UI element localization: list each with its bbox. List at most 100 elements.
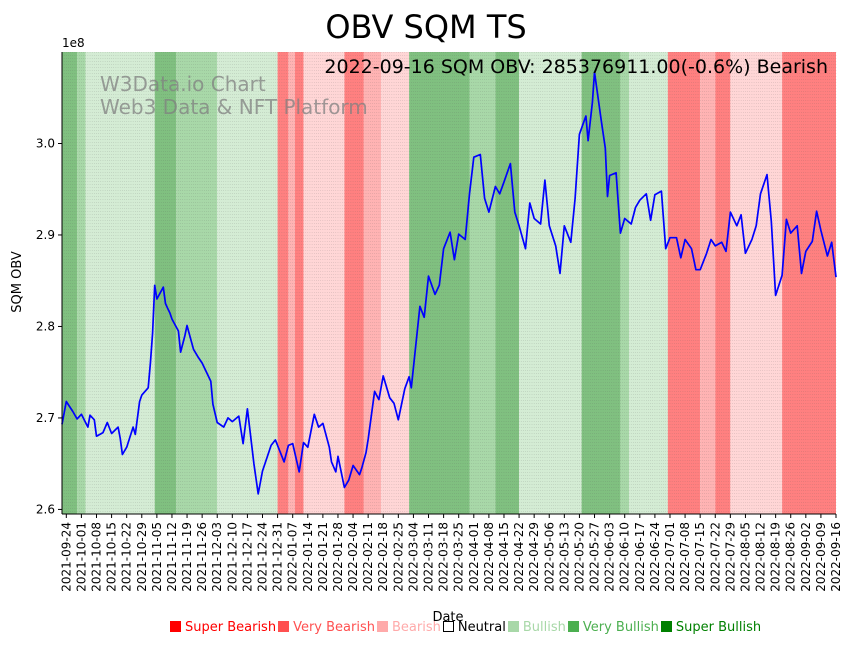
x-tick-label: 2022-09-16 — [829, 522, 843, 592]
signal-band-24 — [782, 52, 836, 514]
signal-band-9 — [303, 52, 345, 514]
signal-band-14 — [469, 52, 496, 514]
x-tick-label: 2022-01-14 — [301, 522, 315, 592]
x-tick-label: 2022-06-24 — [648, 522, 662, 592]
x-tick-label: 2022-04-29 — [527, 522, 541, 592]
y-axis-label: SQM OBV — [10, 251, 25, 313]
x-tick-label: 2022-01-28 — [331, 522, 345, 592]
x-tick-label: 2022-02-18 — [376, 522, 390, 592]
x-tick-label: 2022-06-17 — [633, 522, 647, 592]
x-tick-label: 2022-05-13 — [557, 522, 571, 592]
obv-series — [61, 71, 837, 495]
x-tick-label: 2022-09-02 — [799, 522, 813, 592]
x-tick-label: 2022-01-21 — [316, 522, 330, 592]
signal-bands — [62, 52, 836, 514]
y-tick-labels: 2.6 2.7 2.8 2.9 3.0 — [36, 136, 62, 516]
x-tick-label: 2021-12-03 — [210, 522, 224, 592]
signal-band-16 — [519, 52, 582, 514]
signal-band-11 — [363, 52, 382, 514]
legend-item: Bearish — [376, 620, 441, 635]
signal-band-1 — [77, 52, 86, 514]
x-tick-label: 2021-10-29 — [135, 522, 149, 592]
legend-swatch — [660, 621, 672, 632]
x-tick-label: 2021-12-17 — [240, 522, 254, 592]
legend-swatch — [567, 621, 579, 632]
legend-swatch — [507, 621, 519, 632]
legend-label: Super Bearish — [185, 620, 277, 635]
legend-label: Very Bearish — [293, 620, 375, 635]
x-tick-label: 2022-02-11 — [361, 522, 375, 592]
signal-band-8 — [294, 52, 304, 514]
legend-label: Very Bullish — [582, 620, 659, 635]
signal-band-23 — [730, 52, 783, 514]
legend-swatch — [170, 621, 181, 632]
legend-label: Neutral — [457, 620, 506, 635]
y-multiplier: 1e8 — [62, 36, 85, 50]
x-tick-label: 2021-11-05 — [150, 522, 164, 592]
x-tick-labels: 2021-09-24 2021-10-01 2021-10-08 2021-10-15… — [59, 514, 843, 592]
y-tick-label: 2.7 — [36, 411, 55, 425]
legend-item: Very Bullish — [567, 620, 659, 635]
signal-band-6 — [277, 52, 289, 514]
signal-band-7 — [288, 52, 295, 514]
vertical-grid — [61, 52, 837, 514]
legend-item: Super Bullish — [660, 620, 762, 635]
signal-band-15 — [495, 52, 520, 514]
y-tick-label: 2.8 — [36, 319, 55, 333]
x-tick-label: 2021-10-22 — [120, 522, 134, 592]
x-tick-label: 2021-11-12 — [165, 522, 179, 592]
signal-band-17 — [581, 52, 621, 514]
signal-band-22 — [715, 52, 731, 514]
x-tick-label: 2022-07-08 — [678, 522, 692, 592]
x-tick-label: 2022-02-04 — [346, 522, 360, 592]
signal-band-18 — [620, 52, 630, 514]
x-tick-label: 2021-12-31 — [271, 522, 285, 592]
x-tick-label: 2022-08-12 — [754, 522, 768, 592]
legend-label: Super Bullish — [675, 620, 762, 635]
legend-label: Bearish — [391, 620, 441, 635]
y-tick-label: 3.0 — [36, 136, 55, 150]
x-tick-label: 2022-06-03 — [603, 522, 617, 592]
latest-value-annotation: 2022-09-16 SQM OBV: 285376911.00(-0.6%) … — [324, 56, 828, 78]
x-tick-label: 2022-02-25 — [391, 522, 405, 592]
signal-band-20 — [667, 52, 701, 514]
x-tick-label: 2022-05-20 — [572, 522, 586, 592]
signal-band-4 — [176, 52, 218, 514]
x-tick-label: 2021-09-24 — [59, 522, 73, 592]
legend-item: Bullish — [507, 620, 566, 635]
x-tick-label: 2022-01-07 — [286, 522, 300, 592]
legend-swatch — [442, 621, 454, 632]
x-tick-label: 2022-05-06 — [542, 522, 556, 592]
watermark-line-1: W3Data.io Chart — [100, 72, 266, 96]
x-tick-label: 2022-04-15 — [497, 522, 511, 592]
x-tick-label: 2022-07-01 — [663, 522, 677, 592]
x-tick-label: 2022-03-18 — [437, 522, 451, 592]
obv-line — [61, 71, 837, 495]
signal-band-0 — [62, 52, 78, 514]
x-tick-label: 2022-04-08 — [482, 522, 496, 592]
x-tick-label: 2022-06-10 — [618, 522, 632, 592]
axes — [61, 52, 836, 515]
x-tick-label: 2022-07-29 — [723, 522, 737, 592]
x-tick-label: 2022-03-11 — [422, 522, 436, 592]
signal-band-10 — [344, 52, 364, 514]
x-tick-label: 2022-04-22 — [512, 522, 526, 592]
x-tick-label: 2022-03-04 — [406, 522, 420, 592]
x-tick-label: 2022-07-22 — [708, 522, 722, 592]
signal-band-19 — [629, 52, 668, 514]
signal-band-12 — [381, 52, 410, 514]
x-tick-label: 2021-11-19 — [180, 522, 194, 592]
x-tick-label: 2021-10-01 — [74, 522, 88, 592]
x-tick-label: 2022-03-25 — [452, 522, 466, 592]
x-tick-label: 2021-10-08 — [89, 522, 103, 592]
legend-label: Bullish — [522, 620, 566, 635]
x-tick-label: 2022-08-26 — [784, 522, 798, 592]
x-tick-label: 2021-12-10 — [225, 522, 239, 592]
signal-legend: Super Bearish Very Bearish Bearish Neutral B… — [170, 620, 763, 635]
x-tick-label: 2021-10-15 — [105, 522, 119, 592]
x-tick-label: 2022-09-09 — [814, 522, 828, 592]
x-tick-label: 2022-08-19 — [769, 522, 783, 592]
x-tick-label: 2021-11-26 — [195, 522, 209, 592]
signal-band-5 — [217, 52, 278, 514]
